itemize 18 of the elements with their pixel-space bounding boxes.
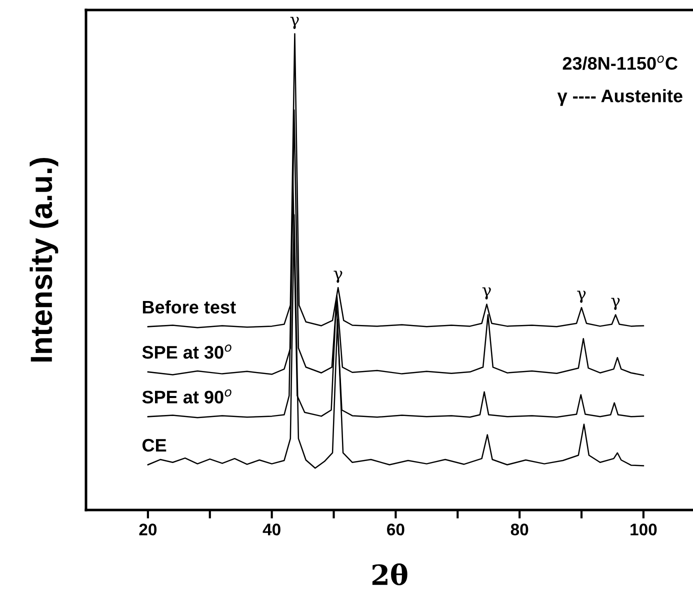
series-label: SPE at 90$^{o}$ xyxy=(142,389,232,404)
annotation: γ ---- Austenite xyxy=(557,89,682,106)
x-tick-label: 60 xyxy=(387,524,404,536)
x-tick-label: 20 xyxy=(139,524,157,536)
annotation: γ xyxy=(482,287,491,300)
series-label: CE xyxy=(142,438,166,452)
x-tick-label: 40 xyxy=(262,524,280,536)
series-label: Before test xyxy=(142,300,236,314)
x-tick-label: 100 xyxy=(630,524,657,536)
annotation: γ xyxy=(334,270,342,283)
annotation: γ xyxy=(577,290,586,303)
annotation: γ xyxy=(290,16,299,30)
series-label: SPE at 30$^{o}$ xyxy=(142,344,232,359)
annotation: γ xyxy=(611,298,620,310)
x-tick-label: 80 xyxy=(510,524,528,536)
annotation: 23/8N-1150$^{o}$C xyxy=(562,56,678,70)
x-axis-title: 2θ xyxy=(372,563,408,586)
y-axis-title: Intensity (a.u.) xyxy=(30,158,58,362)
